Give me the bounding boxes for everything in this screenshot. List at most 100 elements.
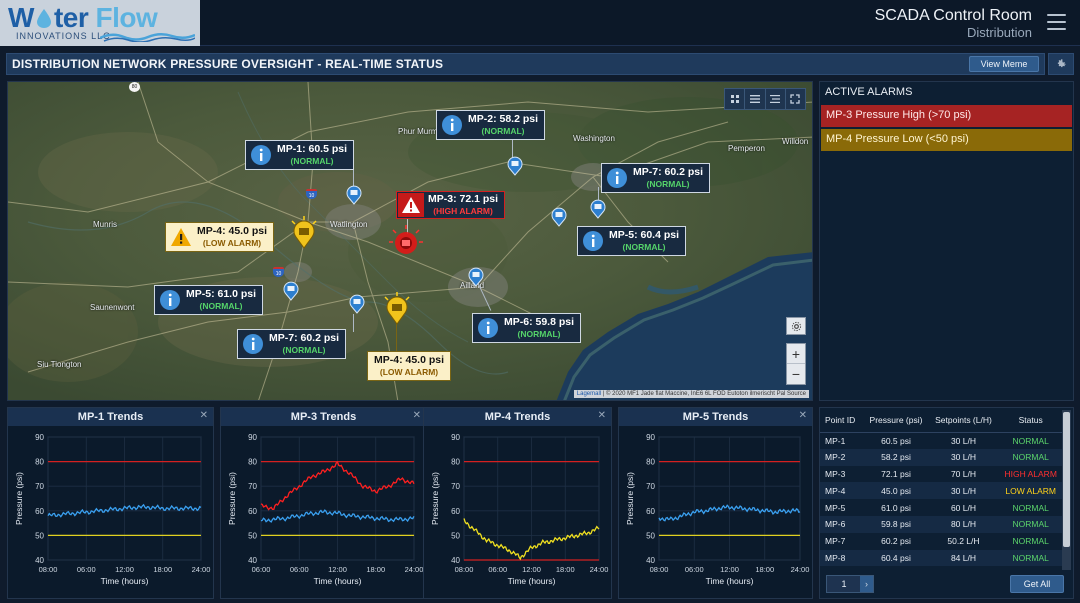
town-label: Saunenwont [90, 303, 135, 312]
attribution-link[interactable]: Lagemall [576, 391, 602, 397]
y-tick-label: 90 [248, 433, 257, 442]
series-line [463, 518, 600, 561]
point-id-cell: MP-5 [825, 502, 846, 513]
x-tick-label: 08:00 [39, 565, 58, 574]
table-row[interactable]: MP-1 60.5 psi 30 L/H NORMAL [820, 432, 1063, 449]
alarm-item-low[interactable]: MP-4 Pressure Low (<50 psi) [821, 129, 1072, 151]
high-alarm-pin-icon[interactable] [388, 224, 424, 260]
y-tick-label: 90 [646, 433, 655, 442]
get-all-button[interactable]: Get All [1010, 575, 1064, 593]
y-tick-label: 90 [35, 433, 44, 442]
hamburger-menu-icon[interactable] [1047, 14, 1066, 30]
low-alarm-pin-icon[interactable] [288, 215, 320, 249]
details-view-icon[interactable] [766, 89, 786, 109]
setpoint-cell: 30 L/H [928, 448, 999, 466]
info-icon [442, 115, 462, 135]
app-title: SCADA Control Room [874, 7, 1032, 24]
y-tick-label: 80 [248, 458, 257, 467]
page-title: DISTRIBUTION NETWORK PRESSURE OVERSIGHT … [12, 57, 444, 71]
callout-mp-4-west[interactable]: MP-4: 45.0 psi (LOW ALARM) [165, 222, 275, 252]
x-tick-label: 12:00 [720, 565, 739, 574]
info-icon [243, 334, 263, 354]
table-row[interactable]: MP-3 72.1 psi 70 L/H HIGH ALARM [820, 466, 1063, 483]
zoom-out-button[interactable]: − [791, 366, 801, 382]
status-cell: NORMAL [1012, 435, 1049, 446]
next-page-button[interactable]: › [860, 576, 873, 592]
close-icon[interactable]: ✕ [597, 410, 606, 421]
callout-mp-3[interactable]: MP-3: 72.1 psi (HIGH ALARM) [396, 191, 506, 219]
setpoint-cell: 30 L/H [928, 482, 999, 500]
column-header[interactable]: Status [998, 408, 1063, 433]
column-header[interactable]: Pressure (psi) [863, 408, 929, 433]
close-icon[interactable]: ✕ [798, 410, 807, 421]
low-alarm-pin-icon[interactable] [381, 291, 413, 325]
map-pin-icon[interactable] [346, 185, 362, 205]
info-icon [607, 168, 627, 188]
y-tick-label: 90 [451, 433, 460, 442]
map-pin-icon[interactable] [283, 281, 299, 301]
column-header[interactable]: Point ID [820, 408, 864, 433]
pressure-map[interactable]: Phur Murmings Washington Pemperon Willdo… [7, 81, 813, 401]
table-row[interactable]: MP-6 59.8 psi 80 L/H NORMAL [820, 515, 1063, 533]
table-row[interactable]: MP-7 60.2 psi 50.2 L/H NORMAL [820, 533, 1063, 550]
point-id-cell: MP-8 [820, 549, 864, 567]
callout-mp-5-east[interactable]: MP-5: 60.4 psi (NORMAL) [577, 226, 687, 256]
town-label: Pemperon [728, 144, 765, 153]
callout-mp-5-west[interactable]: MP-5: 61.0 psi (NORMAL) [154, 285, 264, 315]
map-toolbar [724, 88, 806, 110]
view-button[interactable]: View Meme [969, 56, 1039, 72]
status-cell: NORMAL [1012, 502, 1049, 513]
status-cell: NORMAL [998, 549, 1063, 567]
table-row[interactable]: MP-2 58.2 psi 30 L/H NORMAL [820, 448, 1063, 466]
point-id-cell: MP-7 [825, 536, 846, 547]
y-axis-label: Pressure (psi) [227, 472, 237, 525]
table-scrollbar[interactable] [1062, 410, 1071, 570]
y-tick-label: 80 [35, 458, 44, 467]
y-tick-label: 50 [35, 531, 44, 540]
zoom-in-button[interactable]: + [787, 344, 805, 364]
column-header[interactable]: Setpoints (L/H) [928, 408, 999, 433]
list-view-icon[interactable] [745, 89, 766, 109]
y-tick-label: 40 [646, 556, 655, 565]
map-pin-icon[interactable] [590, 199, 606, 219]
map-pin-icon[interactable] [468, 267, 484, 287]
map-pin-icon[interactable] [507, 156, 523, 176]
close-icon[interactable]: ✕ [199, 410, 208, 421]
fullscreen-icon[interactable] [786, 89, 805, 109]
callout-mp-2[interactable]: MP-2: 58.2 psi (NORMAL) [436, 110, 546, 140]
map-pin-icon[interactable] [551, 207, 567, 227]
x-tick-label: 24:00 [405, 565, 424, 574]
table-row[interactable]: MP-5 61.0 psi 60 L/H NORMAL [820, 499, 1063, 516]
layers-toggle-icon[interactable] [725, 89, 746, 109]
callout-mp-6[interactable]: MP-6: 59.8 psi (NORMAL) [472, 313, 582, 343]
table-row[interactable]: MP-8 60.4 psi 84 L/H NORMAL [820, 549, 1063, 567]
town-label: Willdon [782, 137, 809, 146]
map-attribution: Lagemall | © 2020 MF1 Jade flat Maccine,… [573, 390, 809, 398]
table-row[interactable]: MP-4 45.0 psi 30 L/H LOW ALARM [820, 482, 1063, 500]
callout-mp-7-east[interactable]: MP-7: 60.2 psi (NORMAL) [601, 163, 711, 193]
callout-mp-7-west[interactable]: MP-7: 60.2 psi (NORMAL) [237, 329, 347, 359]
pressure-cell: 58.2 psi [863, 448, 929, 466]
map-settings-button[interactable] [786, 317, 806, 335]
point-id-cell: MP-6 [820, 515, 864, 533]
point-id-cell: MP-2 [820, 448, 864, 466]
x-tick-label: 06:00 [488, 565, 507, 574]
map-pin-icon[interactable] [349, 294, 365, 314]
x-tick-label: 18:00 [366, 565, 385, 574]
callout-mp-1[interactable]: MP-1: 60.5 psi (NORMAL) [245, 140, 355, 170]
page-number[interactable]: 1 [841, 579, 847, 589]
y-tick-label: 50 [248, 531, 257, 540]
panel-titlebar: DISTRIBUTION NETWORK PRESSURE OVERSIGHT … [6, 53, 1045, 75]
x-tick-label: 24:00 [192, 565, 211, 574]
alarm-item-high[interactable]: MP-3 Pressure High (>70 psi) [821, 105, 1072, 127]
close-icon[interactable]: ✕ [412, 410, 421, 421]
trend-title: MP-5 Trends [682, 411, 749, 423]
settings-gear-button[interactable] [1048, 53, 1074, 75]
callout-mp-4-south[interactable]: MP-4: 45.0 psi (LOW ALARM) [367, 351, 452, 381]
x-tick-label: 08:00 [650, 565, 669, 574]
x-axis-label: Time (hours) [706, 576, 754, 586]
x-axis-label: Time (hours) [314, 576, 362, 586]
pressure-cell: 45.0 psi [863, 482, 929, 500]
pressure-cell: 72.1 psi [881, 468, 911, 479]
